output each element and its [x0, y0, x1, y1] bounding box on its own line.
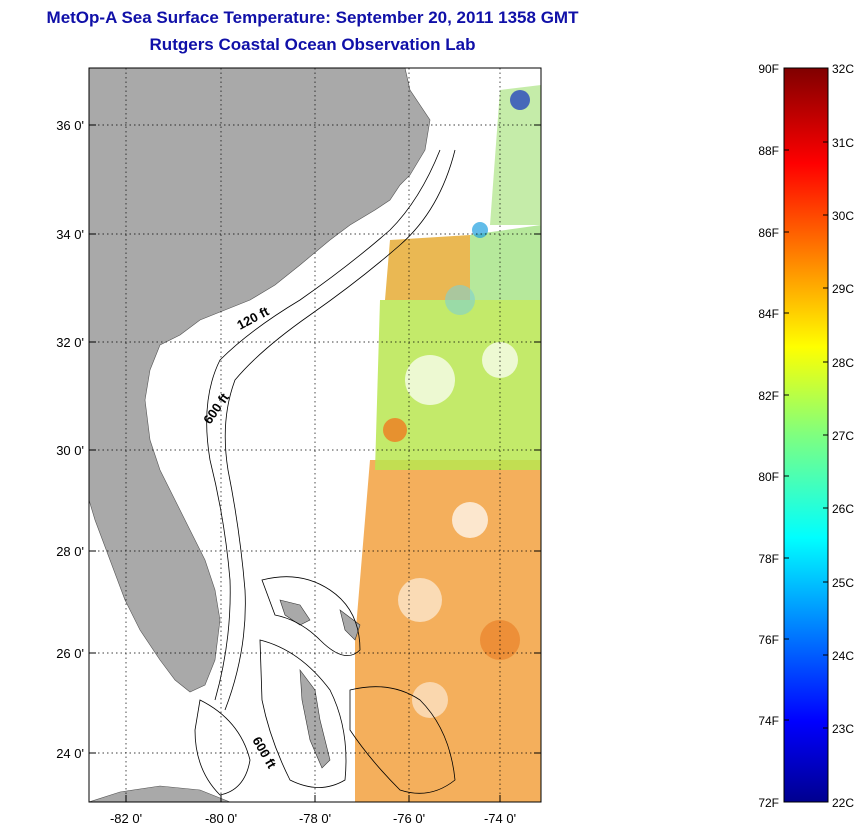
- cb-c-24: 24C: [832, 649, 854, 663]
- lon-label-74: -74 0': [484, 811, 516, 826]
- cb-c-30: 30C: [832, 209, 854, 223]
- cb-f-86: 86F: [758, 226, 779, 240]
- cb-c-22: 22C: [832, 796, 854, 810]
- map-title: MetOp-A Sea Surface Temperature: Septemb…: [46, 8, 579, 27]
- colorbar-gradient: [783, 67, 829, 803]
- lat-label-34: 34 0': [56, 227, 84, 242]
- isobath-contours: [194, 149, 456, 796]
- cb-c-26: 26C: [832, 502, 854, 516]
- cb-f-88: 88F: [758, 144, 779, 158]
- sst-swath: [355, 85, 541, 802]
- cb-c-32: 32C: [832, 62, 854, 76]
- cb-f-76: 76F: [758, 633, 779, 647]
- lat-label-36: 36 0': [56, 118, 84, 133]
- cb-f-90: 90F: [758, 62, 779, 76]
- colorbar: 90F 88F 86F 84F 82F 80F 78F 76F 74F 72F …: [758, 62, 854, 810]
- cb-c-28: 28C: [832, 356, 854, 370]
- cb-f-80: 80F: [758, 470, 779, 484]
- cb-c-31: 31C: [832, 136, 854, 150]
- map-subtitle: Rutgers Coastal Ocean Observation Lab: [149, 35, 476, 54]
- lon-label-82: -82 0': [110, 811, 142, 826]
- lat-label-30: 30 0': [56, 443, 84, 458]
- lat-label-26: 26 0': [56, 646, 84, 661]
- latitude-labels: 36 0' 34 0' 32 0' 30 0' 28 0' 26 0' 24 0…: [56, 118, 84, 761]
- cb-f-78: 78F: [758, 552, 779, 566]
- lon-label-80: -80 0': [205, 811, 237, 826]
- land-mass-us: [89, 68, 431, 693]
- lon-label-76: -76 0': [393, 811, 425, 826]
- land-bahamas: [279, 599, 361, 769]
- longitude-labels: -82 0' -80 0' -78 0' -76 0' -74 0': [110, 811, 516, 826]
- lat-label-24: 24 0': [56, 746, 84, 761]
- cb-c-25: 25C: [832, 576, 854, 590]
- cb-c-29: 29C: [832, 282, 854, 296]
- lat-label-28: 28 0': [56, 544, 84, 559]
- cb-c-23: 23C: [832, 722, 854, 736]
- lon-label-78: -78 0': [299, 811, 331, 826]
- land-cuba: [89, 785, 231, 802]
- cb-f-72: 72F: [758, 796, 779, 810]
- cb-f-74: 74F: [758, 714, 779, 728]
- cb-f-82: 82F: [758, 389, 779, 403]
- map-grid: [89, 68, 541, 802]
- cb-f-84: 84F: [758, 307, 779, 321]
- cb-c-27: 27C: [832, 429, 854, 443]
- lat-label-32: 32 0': [56, 335, 84, 350]
- map-ticks: [89, 124, 541, 802]
